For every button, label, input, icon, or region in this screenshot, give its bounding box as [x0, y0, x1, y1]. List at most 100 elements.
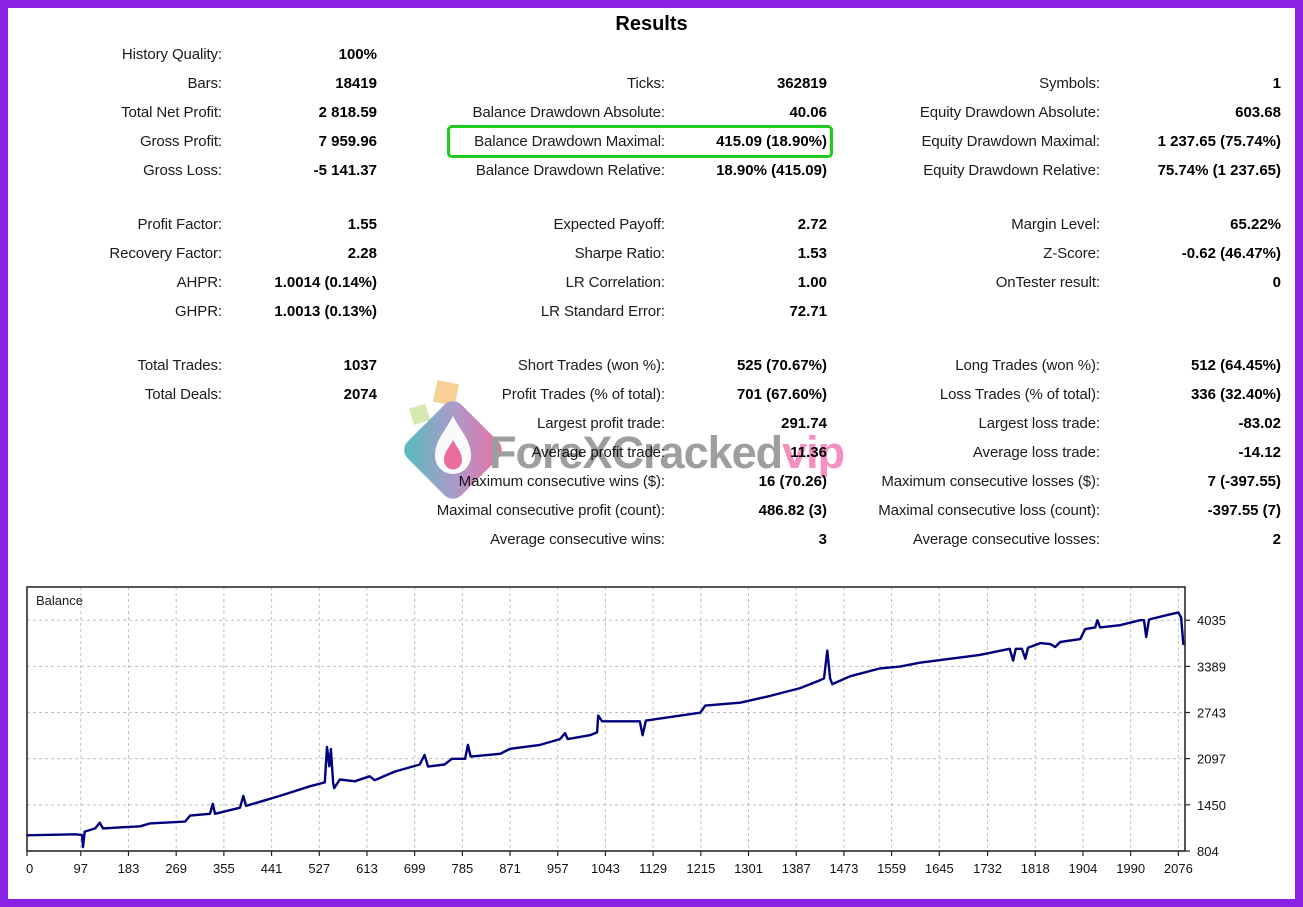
stat-label: Largest loss trade:: [978, 415, 1101, 432]
stat-pair: Maximal consecutive loss (count): -397.55…: [827, 496, 1281, 525]
stat-label: Ticks:: [626, 75, 665, 92]
stat-pair: Largest loss trade: -83.02: [827, 409, 1282, 438]
stat-label: Maximum consecutive losses ($):: [881, 473, 1100, 490]
stat-label: Average consecutive wins:: [490, 531, 665, 548]
stat-pair: Balance Drawdown Absolute: 40.06: [377, 98, 827, 127]
stat-label: Bars:: [187, 75, 222, 92]
stat-pair: Total Trades: 1037: [10, 351, 377, 380]
stat-label: LR Correlation:: [565, 274, 665, 291]
stat-value: 1: [1272, 75, 1281, 92]
stat-pair: [10, 496, 377, 525]
stat-label: Balance Drawdown Relative:: [475, 162, 665, 179]
stat-pair: [10, 525, 377, 554]
stat-pair: Short Trades (won %): 525 (70.67%): [377, 351, 827, 380]
stat-label: Largest profit trade:: [537, 415, 665, 432]
x-tick-label: 355: [213, 861, 235, 876]
stat-pair: Sharpe Ratio: 1.53: [377, 239, 827, 268]
stat-value: -83.02: [1238, 415, 1281, 432]
stat-row: Total Net Profit: 2 818.59 Balance Drawdow…: [10, 98, 1281, 127]
stat-value: 512 (64.45%): [1190, 357, 1281, 374]
stat-label: Balance Drawdown Absolute:: [472, 104, 665, 121]
stat-pair: LR Correlation: 1.00: [377, 268, 827, 297]
stat-pair: Recovery Factor: 2.28: [10, 239, 377, 268]
stat-pair: [10, 467, 377, 496]
stat-block-1: History Quality: 100% Bars: 18419 Ticks: 3628…: [10, 40, 1281, 185]
stat-pair: Margin Level: 65.22%: [827, 210, 1281, 239]
stat-value: 18.90% (415.09): [716, 162, 827, 179]
stat-row: Maximal consecutive profit (count): 486.8…: [10, 496, 1281, 525]
stat-value: 7 (-397.55): [1207, 473, 1281, 490]
x-tick-label: 1645: [925, 861, 954, 876]
stat-label: Loss Trades (% of total):: [939, 386, 1100, 403]
stat-row: GHPR: 1.0013 (0.13%) LR Standard Error: 72.…: [10, 297, 1281, 326]
stat-row: Bars: 18419 Ticks: 362819 Symbols: 1: [10, 69, 1281, 98]
stat-value: 362819: [776, 75, 827, 92]
x-tick-label: 1301: [734, 861, 763, 876]
stat-pair: [827, 40, 1281, 69]
stat-label: GHPR:: [174, 303, 222, 320]
balance-chart-svg: 0 97 183 269 355 441 527 613 699 785 871 957 1043 112…: [25, 586, 1226, 876]
x-tick-label: 0: [26, 861, 33, 876]
stat-row: Profit Factor: 1.55 Expected Payoff: 2.72 Ma…: [10, 210, 1281, 239]
stat-value: 16 (70.26): [758, 473, 827, 490]
stat-value: 2074: [343, 386, 377, 403]
x-tick-label: 699: [404, 861, 426, 876]
x-tick-label: 1215: [686, 861, 715, 876]
stat-value: 2 818.59: [318, 104, 377, 121]
stat-value: 336 (32.40%): [1190, 386, 1281, 403]
statistics-grid: History Quality: 100% Bars: 18419 Ticks: 3628…: [10, 40, 1281, 554]
stat-pair: [10, 409, 377, 438]
balance-chart: 0 97 183 269 355 441 527 613 699 785 871 957 1043 112…: [25, 585, 1271, 890]
stat-value: 65.22%: [1230, 216, 1281, 233]
stat-label: Average profit trade:: [531, 444, 665, 461]
x-tick-label: 269: [165, 861, 187, 876]
stat-label: Short Trades (won %):: [517, 357, 665, 374]
stat-pair: LR Standard Error: 72.71: [377, 297, 827, 326]
stat-value: 486.82 (3): [758, 502, 827, 519]
stat-label: Recovery Factor:: [109, 245, 222, 262]
stat-value: 1.55: [347, 216, 377, 233]
stat-label: Gross Profit:: [139, 133, 222, 150]
stat-pair: Maximum consecutive wins ($): 16 (70.26): [377, 467, 827, 496]
x-tick-label: 97: [74, 861, 88, 876]
y-tick-label: 804: [1197, 844, 1219, 859]
stat-block-2: Profit Factor: 1.55 Expected Payoff: 2.72 Ma…: [10, 210, 1281, 326]
stat-label: Average consecutive losses:: [912, 531, 1100, 548]
x-tick-label: 1904: [1068, 861, 1097, 876]
stat-pair: Total Deals: 2074: [10, 380, 377, 409]
stat-value: 603.68: [1235, 104, 1281, 121]
stat-row: Average consecutive wins: 3 Average consec…: [10, 525, 1281, 554]
stat-value: 100%: [338, 46, 377, 63]
stat-value: 1.0013 (0.13%): [274, 303, 377, 320]
stat-pair: Profit Factor: 1.55: [10, 210, 377, 239]
stat-label: Profit Trades (% of total):: [501, 386, 665, 403]
stat-label: Average loss trade:: [972, 444, 1100, 461]
chart-legend-balance: Balance: [36, 593, 83, 608]
stat-value: 2.72: [797, 216, 827, 233]
stat-value: 72.71: [789, 303, 827, 320]
x-tick-label: 613: [356, 861, 378, 876]
x-tick-label: 441: [261, 861, 283, 876]
x-tick-label: 1387: [782, 861, 811, 876]
stat-pair: Maximal consecutive profit (count): 486.8…: [377, 496, 827, 525]
stat-label: Profit Factor:: [137, 216, 223, 233]
stat-pair: Symbols: 1: [827, 69, 1281, 98]
stat-value: 2.28: [347, 245, 377, 262]
x-tick-label: 1732: [973, 861, 1002, 876]
stat-label: Margin Level:: [1011, 216, 1100, 233]
stat-value: -397.55 (7): [1207, 502, 1281, 519]
stat-pair: [827, 297, 1281, 326]
stat-label: LR Standard Error:: [540, 303, 665, 320]
stat-row: Gross Profit: 7 959.96 Balance Drawdown Ma…: [10, 125, 1281, 158]
stat-label: Symbols:: [1039, 75, 1100, 92]
stat-pair: Ticks: 362819: [377, 69, 827, 98]
stat-row: Gross Loss: -5 141.37 Balance Drawdown Rel…: [10, 156, 1281, 185]
stat-value: 701 (67.60%): [736, 386, 827, 403]
stat-row: Total Deals: 2074 Profit Trades (% of tota…: [10, 380, 1281, 409]
stat-label: Maximal consecutive loss (count):: [878, 502, 1100, 519]
stat-value: 525 (70.67%): [736, 357, 827, 374]
stat-pair: [377, 40, 827, 69]
stat-pair: Profit Trades (% of total): 701 (67.60%): [377, 380, 827, 409]
stat-value: 291.74: [781, 415, 827, 432]
